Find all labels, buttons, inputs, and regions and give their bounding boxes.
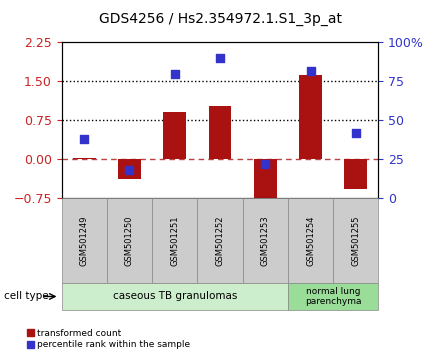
Text: GSM501251: GSM501251 xyxy=(170,216,179,266)
Point xyxy=(216,55,224,61)
Bar xyxy=(209,106,231,159)
Text: GSM501252: GSM501252 xyxy=(216,216,224,266)
Text: caseous TB granulomas: caseous TB granulomas xyxy=(113,291,237,302)
Text: GSM501255: GSM501255 xyxy=(351,216,360,266)
Bar xyxy=(345,159,367,189)
Legend: transformed count, percentile rank within the sample: transformed count, percentile rank withi… xyxy=(26,329,191,349)
Point xyxy=(126,167,133,173)
Bar xyxy=(118,159,141,179)
Text: GSM501250: GSM501250 xyxy=(125,216,134,266)
Point xyxy=(352,130,359,136)
Point xyxy=(171,71,178,76)
Text: GSM501253: GSM501253 xyxy=(261,215,270,266)
Point xyxy=(81,136,88,142)
Point xyxy=(262,161,269,167)
Point xyxy=(307,68,314,73)
Bar xyxy=(73,158,95,159)
Bar xyxy=(254,159,277,214)
Bar xyxy=(163,112,186,159)
Text: GSM501249: GSM501249 xyxy=(80,216,89,266)
Text: GDS4256 / Hs2.354972.1.S1_3p_at: GDS4256 / Hs2.354972.1.S1_3p_at xyxy=(99,12,341,27)
Text: GSM501254: GSM501254 xyxy=(306,216,315,266)
Text: normal lung
parenchyma: normal lung parenchyma xyxy=(305,287,361,306)
Text: cell type: cell type xyxy=(4,291,49,302)
Bar xyxy=(299,75,322,159)
